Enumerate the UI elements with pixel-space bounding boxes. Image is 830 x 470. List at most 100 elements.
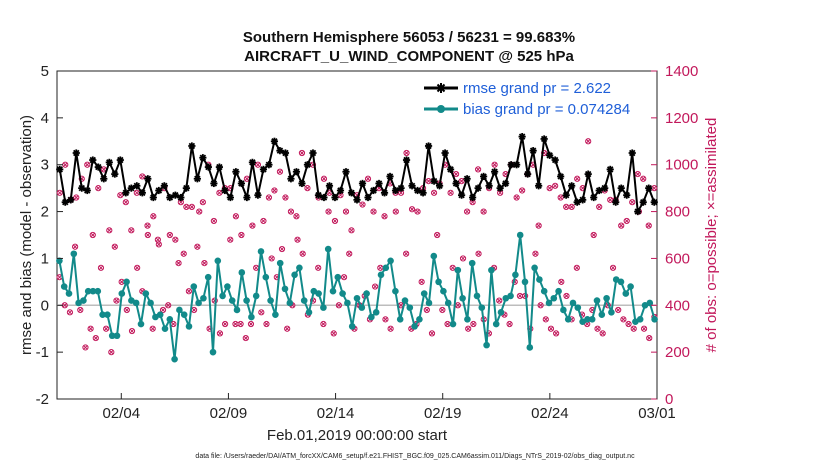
obs-count-point [428,330,436,337]
bias-point [540,287,548,295]
bias-point [531,264,538,272]
x-axis-label: Feb.01,2019 00:00:00 start [267,427,448,444]
bias-point [142,290,150,297]
rmse-point [584,170,592,178]
rmse-point [358,179,367,188]
obs-count-point [265,194,273,201]
obs-count-point [144,231,151,239]
rmse-point [364,193,372,202]
bias-point [252,292,260,300]
obs-count-point [346,250,353,257]
obs-count-point [185,288,192,295]
bias-point [521,278,529,286]
obs-count-point [496,297,503,304]
rmse-point [441,149,449,157]
rmse-point [83,186,91,195]
rmse-point [353,196,361,204]
obs-count-point [287,208,295,215]
obs-count-point [170,320,177,328]
rmse-point [336,186,345,195]
obs-count-point [139,173,146,180]
bias-point [281,285,289,293]
bias-point [339,290,346,297]
obs-count-point [268,255,275,262]
legend: rmse grand pr = 2.622 bias grand pr = 0.… [418,76,646,120]
rmse-point [496,184,504,192]
bias-point [555,287,562,295]
rmse-point [623,191,631,199]
rmse-point [485,182,493,190]
rmse-point [122,189,130,197]
obs-count-point [331,217,339,225]
legend-rmse-marker [436,83,446,93]
rmse-point [617,184,625,192]
obs-count-point [278,245,286,253]
obs-count-point [82,344,89,351]
rmse-point [116,156,124,164]
obs-count-point [335,302,342,309]
obs-count-point [89,231,96,239]
bias-point [156,311,164,318]
obs-count-point [320,175,328,182]
bias-point [233,306,241,314]
obs-count-point [640,325,648,332]
obs-count-point [159,306,167,314]
bias-point [80,297,87,304]
rmse-point [579,196,587,204]
obs-count-point [232,213,239,220]
obs-count-point [210,217,217,225]
rmse-point [292,168,301,176]
bias-point [104,311,111,318]
rmse-point [155,186,163,195]
rmse-point [127,184,135,192]
rmse-point [100,175,108,183]
obs-count-point [532,250,539,257]
rmse-point [166,193,174,202]
bias-point [180,311,188,318]
rmse-point [265,161,273,169]
rmse-point [375,179,383,188]
axis-ticks: -2 -1 0 1 2 3 4 5 0 200 400 600 800 1000 1200 1400 02/04… [36,63,699,422]
obs-count-point [111,243,118,250]
rmse-point [573,198,581,206]
obs-count-point [585,138,592,145]
rmse-point [540,135,548,143]
bias-point [214,257,222,265]
bias-point [291,271,298,279]
rmse-point [408,182,416,190]
obs-count-point [552,182,559,189]
rmse-point [606,165,614,173]
bias-point [171,355,178,363]
footnote: data file: /Users/raeder/DAI/ATM_forcXX/… [195,453,635,460]
obs-count-point [150,213,157,220]
rmse-point [562,191,570,199]
obs-count-point [72,243,79,250]
bias-point [492,320,500,328]
obs-count-point [364,175,372,182]
obs-count-point [117,192,124,199]
chart-title-line1: Southern Hemisphere 56053 / 56231 = 99.6… [243,29,575,46]
bias-series [56,231,658,363]
rmse-point [446,165,455,173]
obs-count-point [84,161,91,168]
obs-count-point [325,208,332,215]
obs-count-point [418,278,425,285]
rmse-point [314,191,323,199]
rmse-point [215,163,223,171]
rmse-point [645,184,653,192]
rmse-point [590,193,598,202]
bias-point [267,297,274,304]
bias-point [449,320,457,328]
rmse-point [535,182,543,190]
obs-count-point [216,189,223,196]
bias-point [56,257,63,265]
obs-count-point [106,227,113,234]
obs-count-point [216,330,224,337]
obs-count-markers [56,138,658,356]
obs-count-point [154,236,161,243]
obs-count-point [370,208,377,215]
rmse-point [177,193,185,202]
rmse-point [182,184,190,192]
rmse-point [303,161,312,169]
y-right-tick-label: 0 [665,391,673,408]
